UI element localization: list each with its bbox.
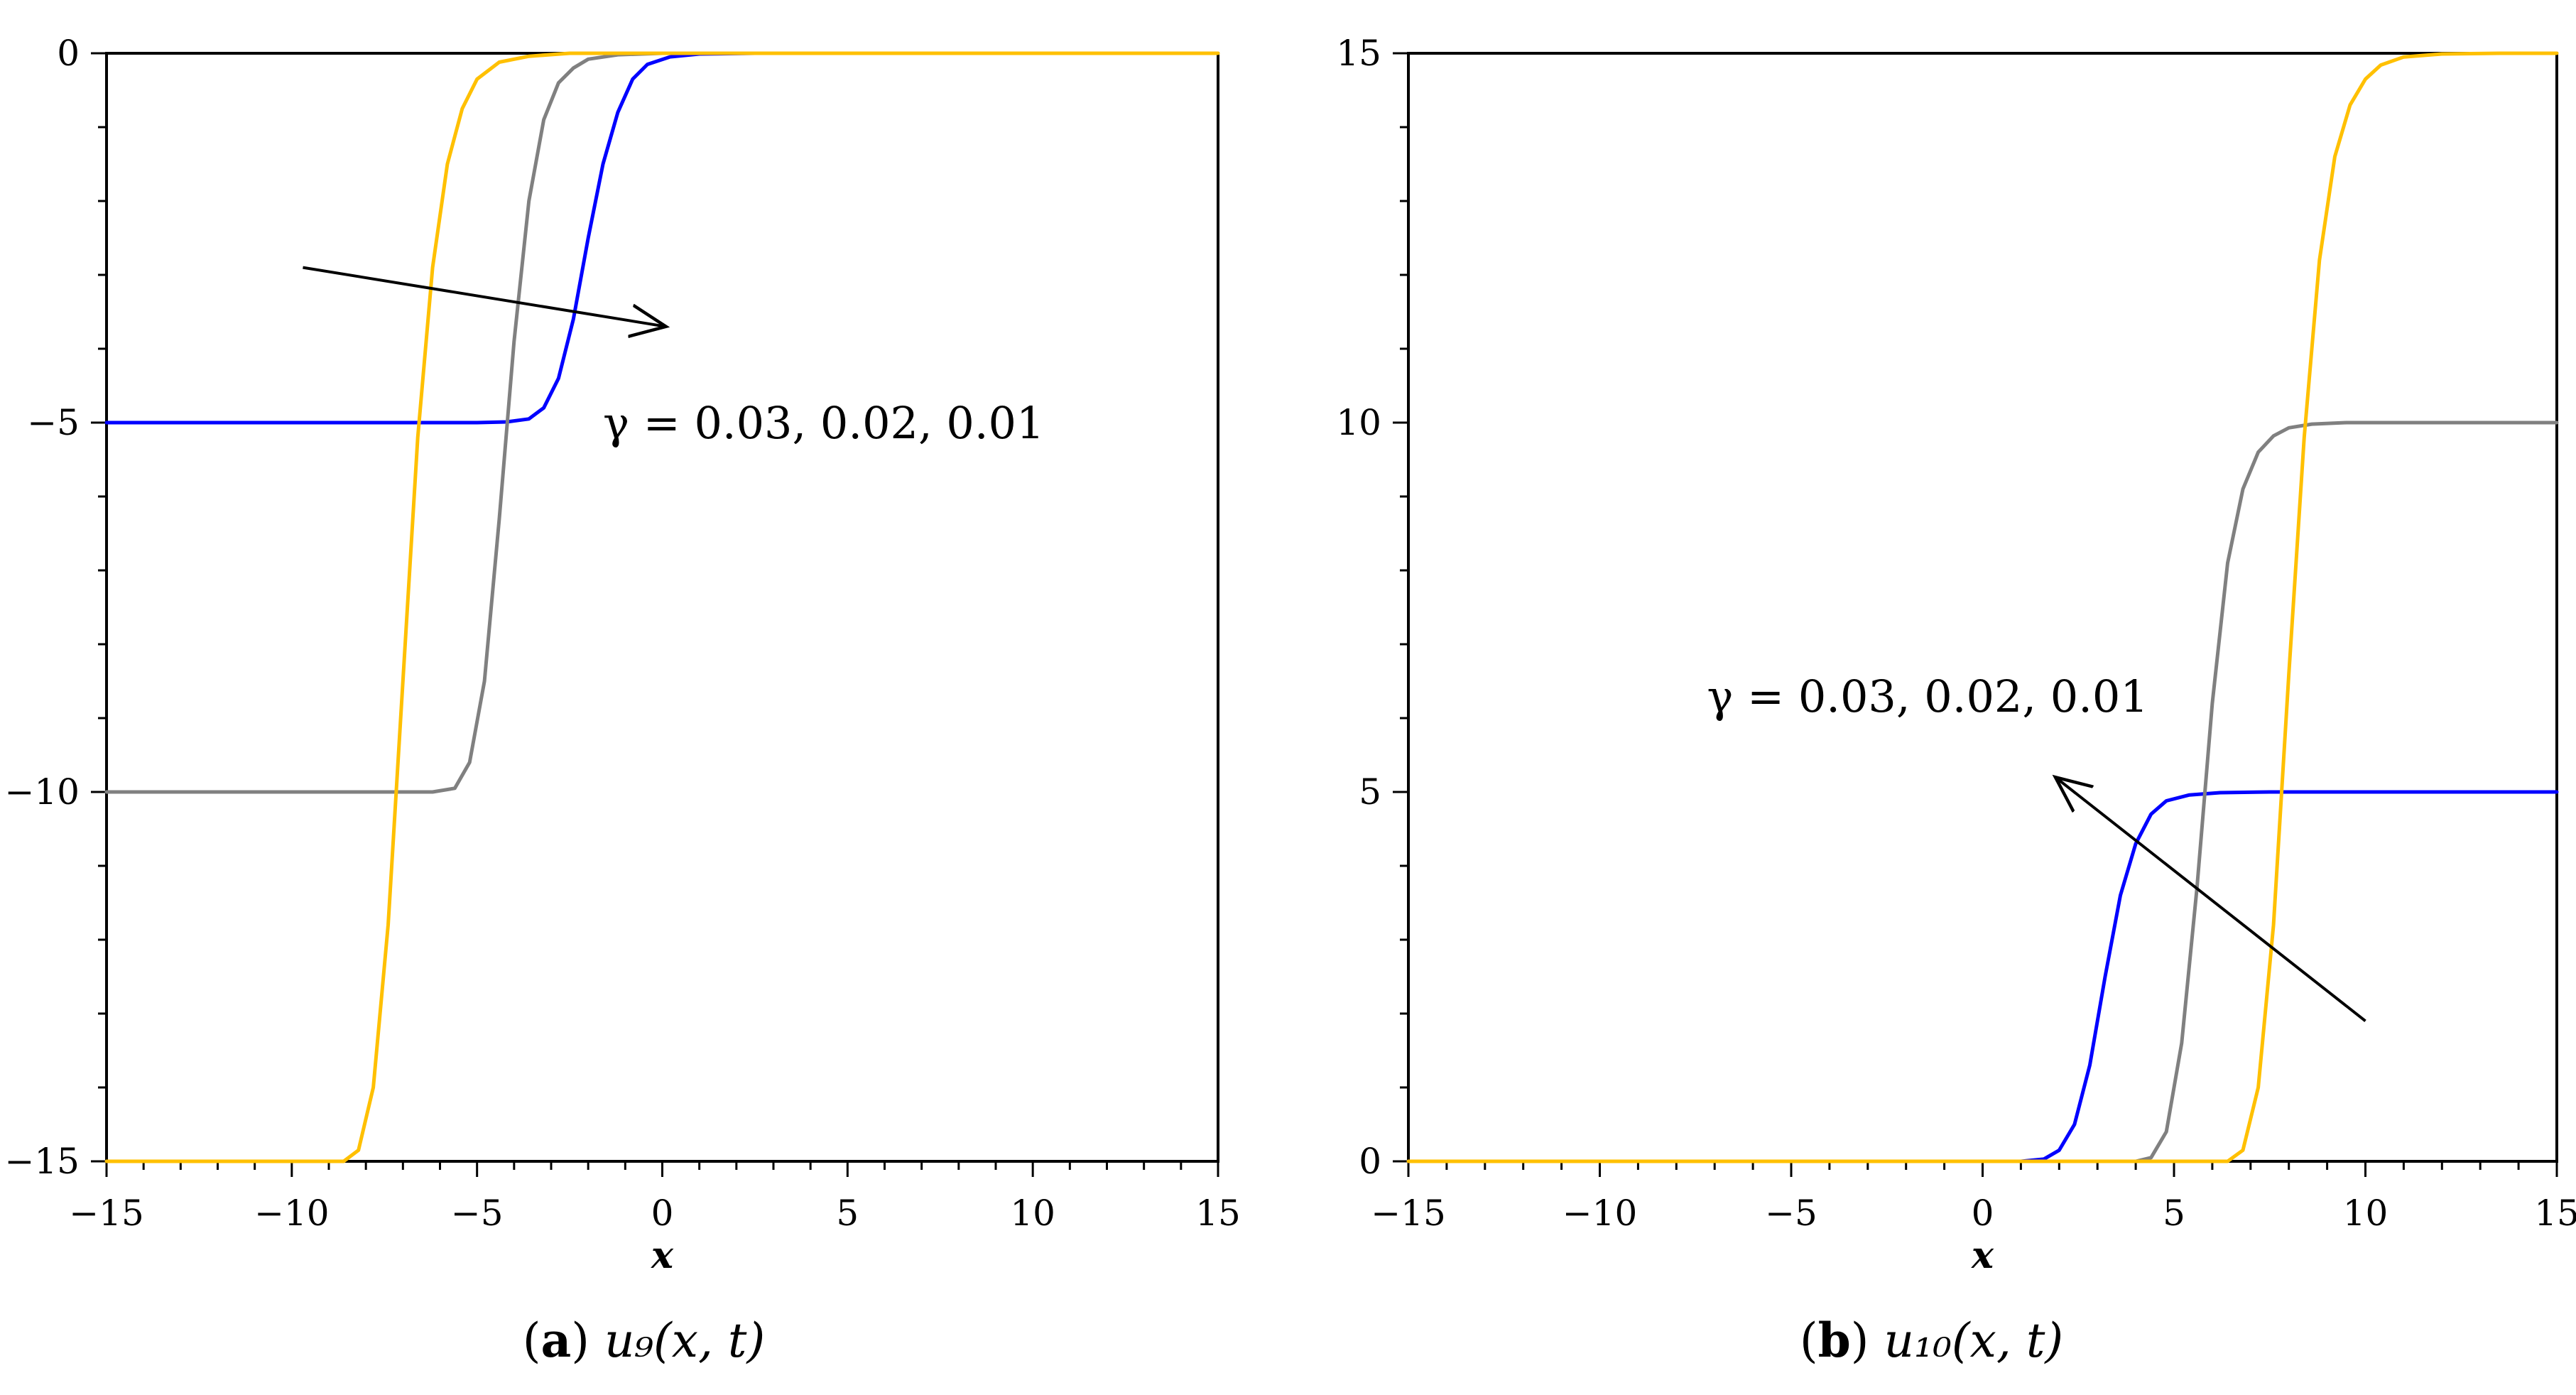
caption-a-math: u₉(x, t) xyxy=(604,1313,766,1368)
plot-frame-a xyxy=(105,52,1219,1163)
x-tick-label-b: 15 xyxy=(2534,1193,2576,1234)
caption-a-open-paren: ( xyxy=(522,1313,541,1368)
x-tick-label-a: 10 xyxy=(1010,1193,1055,1234)
caption-b-label: b xyxy=(1817,1313,1851,1368)
annotation-arrow-b xyxy=(2055,777,2366,1022)
x-axis-label-b: x xyxy=(1971,1234,1994,1277)
x-tick-label-a: −5 xyxy=(451,1193,504,1234)
x-tick-label-a: 15 xyxy=(1195,1193,1241,1234)
caption-b-math: u₁₀(x, t) xyxy=(1884,1313,2064,1368)
y-tick-label-a: −15 xyxy=(4,1141,80,1182)
x-axis-label-a: x xyxy=(651,1234,674,1277)
y-tick-label-b: 5 xyxy=(1359,771,1381,813)
y-tick-label-a: −5 xyxy=(27,402,80,443)
x-tick-label-a: −10 xyxy=(254,1193,330,1234)
series-line-a-2 xyxy=(104,51,1220,1163)
x-tick-label-b: 10 xyxy=(2343,1193,2388,1234)
plot-frame-b xyxy=(1407,52,2558,1163)
y-tick-label-b: 10 xyxy=(1336,402,1381,443)
annotation-text-a: γ = 0.03, 0.02, 0.01 xyxy=(603,397,1044,449)
caption-a: (a) u₉(x, t) xyxy=(0,1313,1288,1368)
chart-a: −15 −10 −5 0 5 10 15 0 −5 −10 −15 x γ = 0.03, 0.02, … xyxy=(4,33,1240,1277)
y-tick-label-b: 0 xyxy=(1359,1141,1381,1182)
y-tick-label-b: 15 xyxy=(1336,33,1381,74)
x-tick-label-a: 0 xyxy=(651,1193,674,1234)
panel-a: −15 −10 −5 0 5 10 15 0 −5 −10 −15 x γ = 0.03, 0.02, … xyxy=(0,33,1288,1368)
x-tick-label-b: 5 xyxy=(2163,1193,2185,1234)
x-tick-label-b: −15 xyxy=(1371,1193,1446,1234)
caption-b: (b) u₁₀(x, t) xyxy=(1288,1313,2575,1368)
y-tick-label-a: 0 xyxy=(57,33,80,74)
caption-b-close-paren: ) xyxy=(1850,1313,1869,1368)
series-line-b-2 xyxy=(1406,51,2559,1163)
y-tick-label-a: −10 xyxy=(4,771,80,813)
x-tick-label-a: 5 xyxy=(836,1193,859,1234)
series-line-a-0 xyxy=(104,51,757,425)
x-tick-label-a: −15 xyxy=(69,1193,144,1234)
chart-b: −15 −10 −5 0 5 10 15 0 5 10 15 x γ = 0.03, 0.02, 0.0… xyxy=(1336,33,2576,1277)
caption-b-open-paren: ( xyxy=(1799,1313,1818,1368)
caption-a-close-paren: ) xyxy=(571,1313,590,1368)
series-line-a-1 xyxy=(104,51,757,794)
x-tick-label-b: −10 xyxy=(1563,1193,1638,1234)
series-line-b-0 xyxy=(1406,790,2559,1163)
annotation-arrow-a xyxy=(303,266,665,327)
x-tick-label-b: 0 xyxy=(1972,1193,1994,1234)
annotation-text-b: γ = 0.03, 0.02, 0.01 xyxy=(1707,671,2148,722)
panel-b: −15 −10 −5 0 5 10 15 0 5 10 15 x γ = 0.03, 0.02, 0.0… xyxy=(1288,0,2576,1395)
x-tick-label-b: −5 xyxy=(1765,1193,1817,1234)
caption-a-label: a xyxy=(540,1313,572,1368)
